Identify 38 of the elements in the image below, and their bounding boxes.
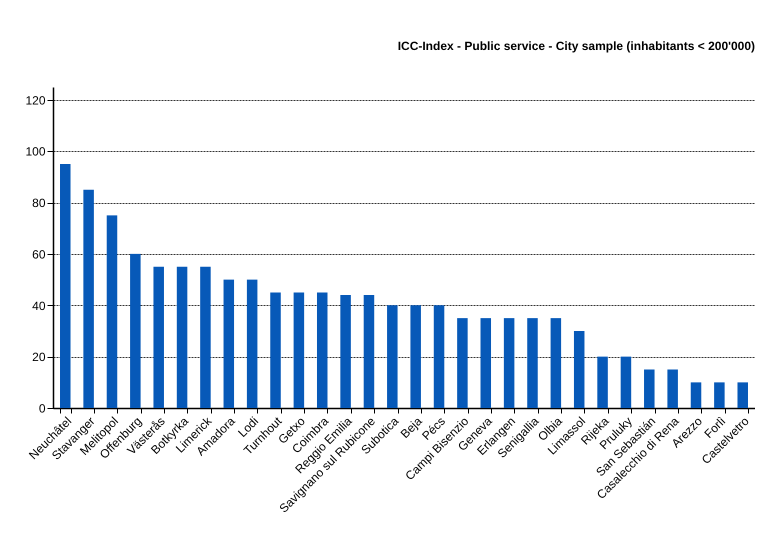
bar — [340, 295, 351, 408]
bar — [737, 382, 748, 408]
y-tick-label: 20 — [32, 350, 46, 364]
y-tick-label: 0 — [38, 402, 46, 416]
bar — [690, 382, 702, 408]
bar — [106, 215, 118, 408]
y-tick-label: 120 — [25, 93, 46, 108]
bar — [270, 292, 281, 408]
bar — [294, 292, 304, 408]
bar — [434, 305, 444, 408]
bar — [504, 318, 514, 408]
bar — [457, 318, 468, 408]
bar — [60, 164, 71, 408]
bar — [176, 266, 188, 408]
bar — [83, 190, 94, 408]
bar — [387, 305, 398, 408]
y-tick-label: 100 — [25, 144, 46, 159]
y-tick-label: 80 — [32, 196, 46, 210]
bar — [667, 369, 678, 408]
bar — [224, 280, 234, 408]
bar — [644, 369, 655, 408]
bar — [527, 318, 538, 408]
bar — [620, 356, 632, 408]
bar — [410, 305, 421, 408]
bar — [130, 254, 141, 408]
bar — [153, 266, 164, 408]
bar — [246, 280, 258, 408]
bar — [597, 356, 608, 408]
y-tick-label: 60 — [32, 247, 46, 262]
bar — [574, 330, 584, 408]
bar — [714, 382, 725, 408]
y-tick-label: 40 — [32, 298, 46, 313]
bar — [550, 318, 562, 408]
bar — [480, 318, 492, 408]
bar — [316, 292, 328, 408]
chart-title: ICC-Index - Public service - City sample (inhabitants < 200'000) — [398, 39, 755, 53]
bar — [364, 295, 374, 408]
bar — [200, 266, 211, 408]
